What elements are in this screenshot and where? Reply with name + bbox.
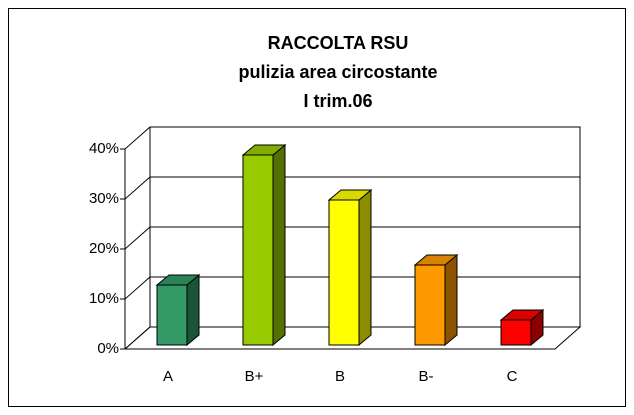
chart-title: I trim.06: [303, 91, 372, 111]
grid-line: [124, 326, 151, 350]
bar-side: [444, 253, 458, 347]
x-tick-label: C: [507, 368, 518, 385]
y-tick-label: 30%: [89, 190, 119, 207]
grid-line: [124, 176, 151, 200]
bar: [242, 154, 274, 346]
bar-side: [186, 273, 200, 347]
y-tick-label: 0%: [97, 340, 119, 357]
bar-side: [358, 188, 372, 347]
y-tick-label: 40%: [89, 140, 119, 157]
x-tick-label: A: [163, 368, 173, 385]
y-tick-label: 10%: [89, 290, 119, 307]
grid-line: [124, 226, 151, 250]
chart-title: pulizia area circostante: [238, 62, 437, 82]
bar-side: [272, 143, 286, 347]
x-tick-label: B-: [419, 368, 434, 385]
bar: [156, 284, 188, 346]
grid-line: [124, 276, 151, 300]
bar: [500, 319, 532, 346]
chart-title: RACCOLTA RSU: [268, 33, 409, 53]
x-tick-label: B+: [245, 368, 264, 385]
bar: [328, 199, 360, 346]
bar: [414, 264, 446, 346]
grid-line: [124, 126, 151, 150]
y-tick-label: 20%: [89, 240, 119, 257]
x-tick-label: B: [335, 368, 345, 385]
